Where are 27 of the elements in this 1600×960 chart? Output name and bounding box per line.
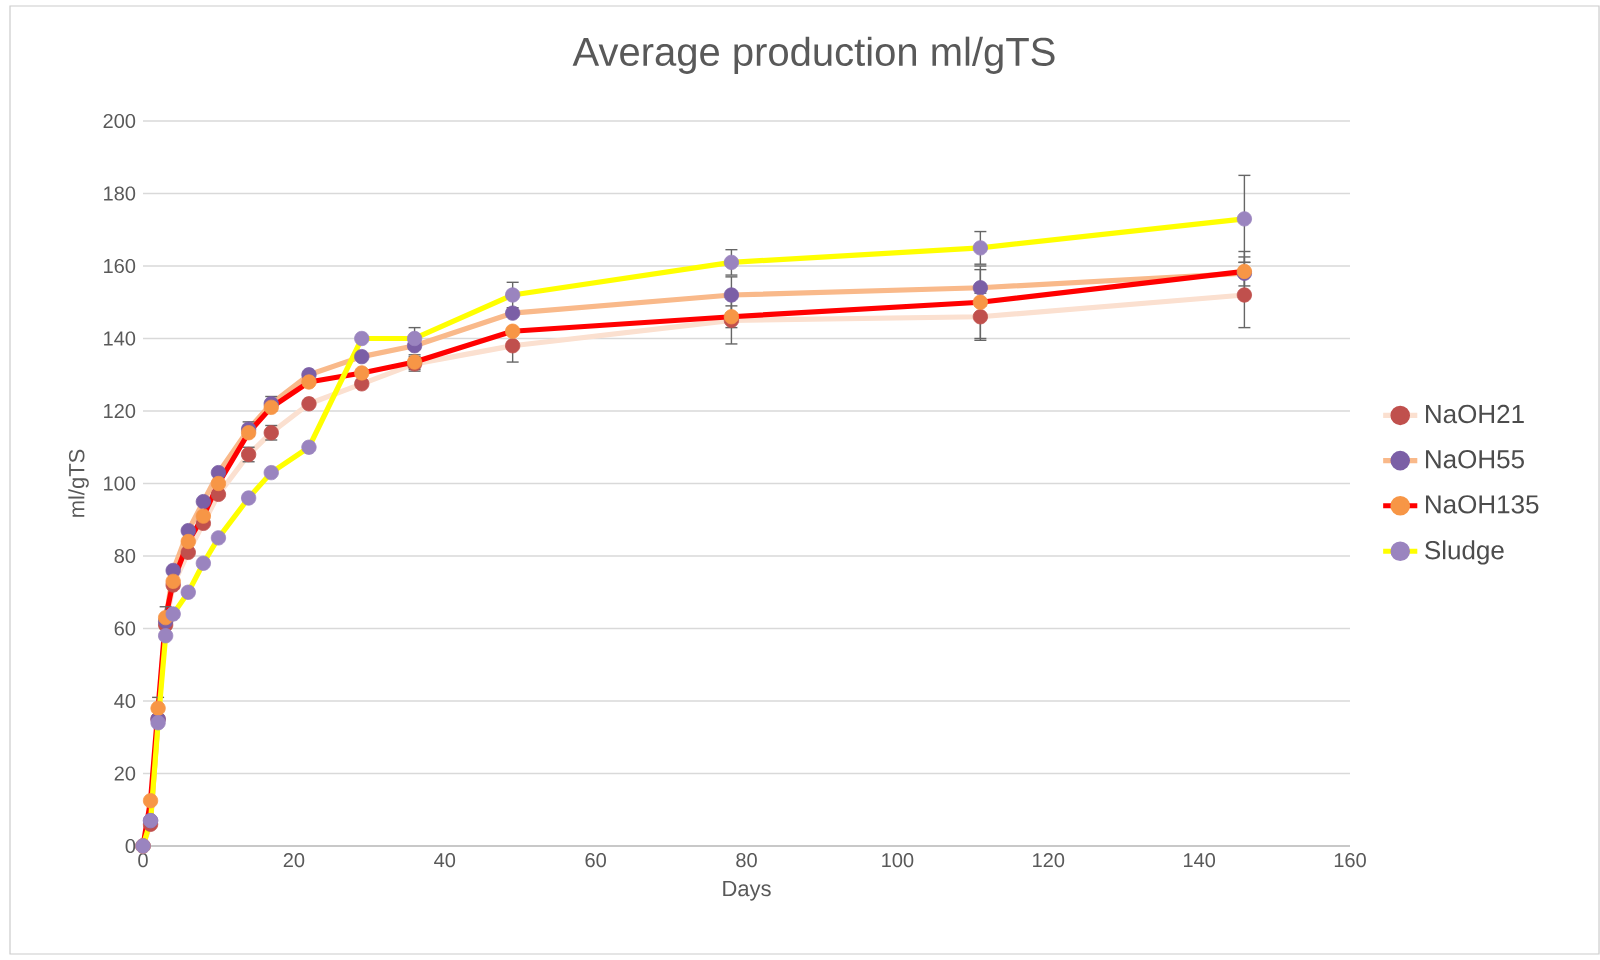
y-tick-label: 200	[103, 113, 136, 129]
y-tick-label: 120	[104, 403, 136, 419]
x-tick-label: 80	[736, 853, 757, 868]
y-tick-label: 40	[114, 693, 136, 709]
x-tick-label: 20	[283, 853, 305, 868]
y-tick-label: 80	[114, 548, 136, 564]
legend-label: NaOH135	[1426, 495, 1539, 514]
x-tick-label: 120	[1033, 853, 1065, 868]
y-tick-label: 160	[104, 258, 136, 274]
y-tick-label: 20	[114, 766, 136, 781]
x-tick-label: 60	[585, 853, 606, 868]
x-tick-label: 140	[1183, 853, 1216, 868]
y-tick-label: 180	[104, 186, 136, 201]
y-tick-label: 0	[125, 838, 136, 854]
x-tick-label: 100	[882, 853, 914, 868]
y-tick-label: 60	[114, 621, 136, 636]
legend-label: Sludge	[1425, 540, 1504, 565]
y-axis-title: ml/gTS	[68, 449, 89, 517]
y-tick-label: 100	[104, 476, 136, 491]
chart-title: Average production ml/gTS	[572, 36, 1055, 74]
legend-label: NaOH21	[1426, 404, 1524, 424]
x-tick-label: 160	[1334, 853, 1366, 868]
x-tick-label: 0	[138, 853, 148, 868]
y-tick-label: 140	[104, 331, 136, 346]
x-tick-label: 40	[434, 853, 456, 868]
x-axis-title: Days	[723, 880, 771, 901]
legend-label: NaOH55	[1426, 449, 1524, 469]
